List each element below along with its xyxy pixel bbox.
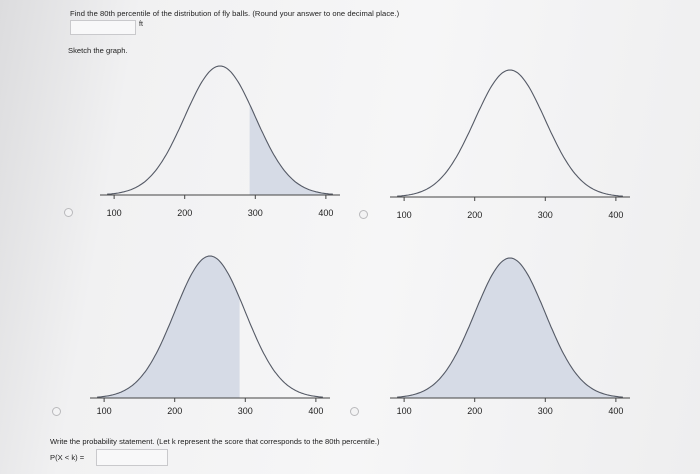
- shaded-region: [249, 104, 333, 195]
- x-tick-label: 200: [167, 406, 182, 416]
- x-tick-label: 300: [238, 406, 253, 416]
- x-tick-label: 300: [538, 406, 553, 416]
- percentile-answer-input[interactable]: [70, 20, 136, 35]
- x-tick-label: 200: [177, 208, 192, 218]
- graph-option-top-left[interactable]: 100 200 300 400: [100, 60, 340, 220]
- x-tick-label: 100: [397, 406, 412, 416]
- shaded-region: [97, 256, 240, 398]
- normal-curve: [397, 69, 623, 197]
- x-tick-label: 100: [397, 210, 412, 220]
- probability-label: P(X < k) =: [50, 453, 85, 462]
- x-tick-label: 100: [97, 406, 112, 416]
- x-tick-label: 200: [467, 406, 482, 416]
- question-text: Find the 80th percentile of the distribu…: [70, 9, 400, 18]
- normal-curve: [397, 257, 623, 398]
- option-radio-top-left[interactable]: [64, 208, 73, 217]
- option-radio-bottom-right[interactable]: [350, 407, 359, 416]
- option-radio-top-right[interactable]: [359, 210, 368, 219]
- probability-prompt: Write the probability statement. (Let k …: [50, 437, 380, 446]
- unit-label: ft: [139, 21, 143, 28]
- x-tick-label: 400: [608, 210, 623, 220]
- normal-curve: [107, 65, 333, 195]
- sketch-label: Sketch the graph.: [68, 46, 128, 55]
- x-tick-label: 300: [538, 210, 553, 220]
- x-tick-label: 200: [467, 210, 482, 220]
- x-tick-label: 400: [318, 208, 333, 218]
- probability-answer-input[interactable]: [96, 449, 168, 466]
- x-tick-label: 400: [608, 406, 623, 416]
- graph-option-bottom-right[interactable]: 100 200 300 400: [390, 252, 630, 422]
- option-radio-bottom-left[interactable]: [52, 407, 61, 416]
- graph-option-top-right[interactable]: 100 200 300 400: [390, 62, 630, 222]
- graph-option-bottom-left[interactable]: 100 200 300 400: [90, 252, 330, 422]
- x-tick-label: 400: [308, 406, 323, 416]
- x-tick-label: 300: [248, 208, 263, 218]
- normal-curve: [97, 255, 323, 398]
- shaded-region: [397, 258, 623, 398]
- x-tick-label: 100: [107, 208, 122, 218]
